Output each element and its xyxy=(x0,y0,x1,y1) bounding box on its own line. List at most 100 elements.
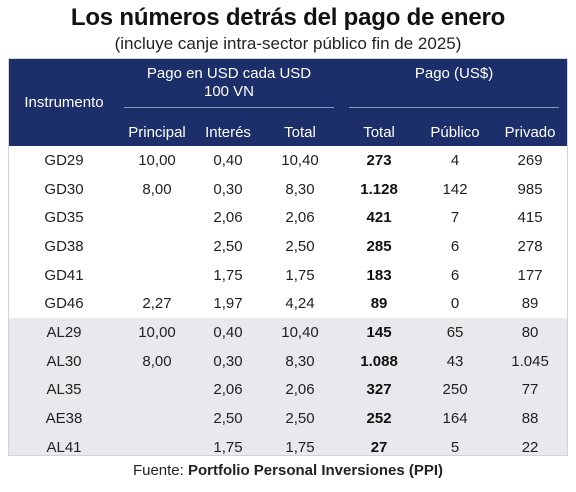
header-group-pago: Pago (US$) xyxy=(339,59,567,118)
cell-publico: 164 xyxy=(419,404,492,433)
cell-instrument: AL29 xyxy=(9,318,119,347)
cell-interes: 0,30 xyxy=(195,346,261,376)
cell-total-usd: 2,50 xyxy=(261,404,340,433)
header-publico: Público xyxy=(419,118,492,146)
cell-instrument: AE38 xyxy=(9,404,119,433)
header-group-usd-divider xyxy=(124,107,335,108)
cell-principal xyxy=(119,232,195,261)
table-row: AL35 2,06 2,06 327 250 77 xyxy=(9,375,567,405)
cell-total-pago: 327 xyxy=(339,375,420,405)
table-row: AL41 1,75 1,75 27 5 22 xyxy=(9,432,567,455)
cell-interes: 1,97 xyxy=(195,289,261,319)
cell-privado: 1.045 xyxy=(491,346,567,376)
cell-total-usd: 8,30 xyxy=(261,174,340,204)
cell-interes: 2,06 xyxy=(195,203,261,233)
cell-publico: 65 xyxy=(419,318,492,347)
page-title: Los números detrás del pago de enero xyxy=(70,4,506,31)
cell-total-usd: 1,75 xyxy=(261,432,340,455)
source-name: Portfolio Personal Inversiones (PPI) xyxy=(187,462,444,479)
table-row: GD38 2,50 2,50 285 6 278 xyxy=(9,232,567,261)
source-prefix: Fuente: xyxy=(132,462,188,479)
header-group-pago-divider xyxy=(349,107,560,108)
cell-privado: 985 xyxy=(491,174,567,204)
cell-publico: 5 xyxy=(419,432,492,455)
cell-total-usd: 2,50 xyxy=(261,232,340,261)
cell-total-usd: 4,24 xyxy=(261,289,340,319)
cell-publico: 142 xyxy=(419,174,492,204)
cell-instrument: AL41 xyxy=(9,432,119,455)
cell-publico: 0 xyxy=(419,289,492,319)
cell-total-pago: 145 xyxy=(339,318,420,347)
cell-interes: 1,75 xyxy=(195,432,261,455)
cell-total-pago: 1.128 xyxy=(339,174,420,204)
cell-principal: 8,00 xyxy=(119,346,195,376)
header-interes: Interés xyxy=(195,118,261,146)
cell-principal: 2,27 xyxy=(119,289,195,319)
cell-instrument: GD46 xyxy=(9,289,119,319)
table-row: GD35 2,06 2,06 421 7 415 xyxy=(9,203,567,233)
cell-instrument: GD30 xyxy=(9,174,119,204)
cell-total-usd: 2,06 xyxy=(261,375,340,405)
cell-instrument: AL35 xyxy=(9,375,119,405)
cell-principal xyxy=(119,203,195,233)
cell-total-usd: 2,06 xyxy=(261,203,340,233)
source-note: Fuente: Portfolio Personal Inversiones (… xyxy=(0,462,576,479)
cell-privado: 22 xyxy=(491,432,567,455)
cell-principal: 10,00 xyxy=(119,318,195,347)
cell-publico: 7 xyxy=(419,203,492,233)
header-group-usd-line2: 100 VN xyxy=(203,83,255,100)
cell-privado: 269 xyxy=(491,146,567,175)
cell-interes: 0,40 xyxy=(195,318,261,347)
cell-interes: 0,40 xyxy=(195,146,261,175)
cell-principal xyxy=(119,375,195,405)
table-row: GD41 1,75 1,75 183 6 177 xyxy=(9,260,567,290)
payments-table: Instrumento Pago en USD cada USD 100 VN … xyxy=(9,59,567,455)
header-group-pago-label: Pago (US$) xyxy=(414,65,494,82)
cell-privado: 88 xyxy=(491,404,567,433)
cell-privado: 77 xyxy=(491,375,567,405)
cell-privado: 89 xyxy=(491,289,567,319)
table-row: AE38 2,50 2,50 252 164 88 xyxy=(9,404,567,433)
cell-total-pago: 273 xyxy=(339,146,420,175)
header-group-usd-line1: Pago en USD cada USD xyxy=(146,65,312,82)
cell-privado: 278 xyxy=(491,232,567,261)
cell-total-usd: 1,75 xyxy=(261,260,340,290)
cell-interes: 1,75 xyxy=(195,260,261,290)
cell-interes: 0,30 xyxy=(195,174,261,204)
page-subtitle: (incluye canje intra-sector público fin … xyxy=(114,34,462,53)
cell-publico: 6 xyxy=(419,232,492,261)
table-row: GD46 2,27 1,97 4,24 89 0 89 xyxy=(9,289,567,319)
cell-total-pago: 421 xyxy=(339,203,420,233)
table-body: GD29 10,00 0,40 10,40 273 4 269 GD30 8,00 0,30 8,3… xyxy=(9,146,567,455)
header-principal: Principal xyxy=(119,118,195,146)
cell-principal: 10,00 xyxy=(119,146,195,175)
cell-interes: 2,06 xyxy=(195,375,261,405)
header-total-usd: Total xyxy=(261,118,340,146)
table-row: GD30 8,00 0,30 8,30 1.128 142 985 xyxy=(9,174,567,204)
cell-publico: 250 xyxy=(419,375,492,405)
cell-instrument: GD41 xyxy=(9,260,119,290)
cell-total-usd: 8,30 xyxy=(261,346,340,376)
cell-total-pago: 89 xyxy=(339,289,420,319)
cell-principal: 8,00 xyxy=(119,174,195,204)
cell-total-pago: 1.088 xyxy=(339,346,420,376)
cell-instrument: GD35 xyxy=(9,203,119,233)
table-row: AL29 10,00 0,40 10,40 145 65 80 xyxy=(9,318,567,347)
cell-total-pago: 252 xyxy=(339,404,420,433)
cell-privado: 415 xyxy=(491,203,567,233)
cell-total-pago: 27 xyxy=(339,432,420,455)
table-row: GD29 10,00 0,40 10,40 273 4 269 xyxy=(9,146,567,175)
cell-principal xyxy=(119,404,195,433)
header-group-usd: Pago en USD cada USD 100 VN xyxy=(119,59,340,118)
cell-publico: 43 xyxy=(419,346,492,376)
header-instrumento: Instrumento xyxy=(9,59,119,146)
cell-total-usd: 10,40 xyxy=(261,318,340,347)
cell-total-pago: 285 xyxy=(339,232,420,261)
cell-instrument: GD29 xyxy=(9,146,119,175)
cell-principal xyxy=(119,432,195,455)
header-privado: Privado xyxy=(491,118,567,146)
cell-interes: 2,50 xyxy=(195,404,261,433)
payments-table-container: Instrumento Pago en USD cada USD 100 VN … xyxy=(8,58,568,456)
cell-total-pago: 183 xyxy=(339,260,420,290)
cell-privado: 177 xyxy=(491,260,567,290)
